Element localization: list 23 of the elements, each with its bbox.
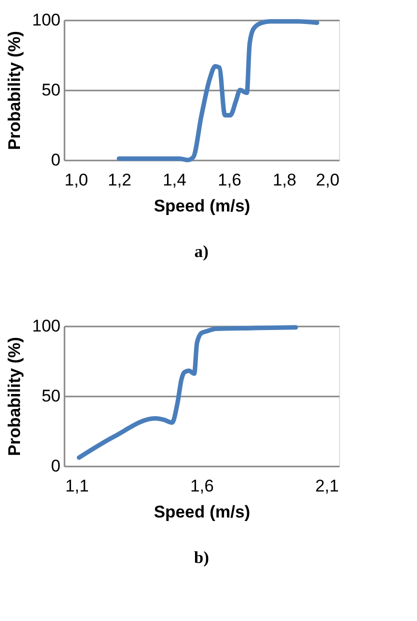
x-tick-label: 1,6 bbox=[190, 476, 214, 496]
x-tick-label: 2,0 bbox=[316, 170, 340, 190]
x-axis-title: Speed (m/s) bbox=[154, 502, 250, 522]
text: a) bbox=[194, 242, 209, 261]
y-tick-label: 50 bbox=[42, 80, 60, 100]
y-tick-label: 0 bbox=[51, 150, 60, 170]
x-tick-label: 1,0 bbox=[64, 170, 88, 190]
line-series bbox=[116, 19, 320, 162]
text: b) bbox=[194, 548, 210, 567]
y-axis-title: Probability (%) bbox=[5, 30, 24, 150]
x-tick-label: 1,8 bbox=[272, 170, 296, 190]
y-tick-label: 100 bbox=[32, 10, 60, 30]
y-tick-label: 0 bbox=[51, 456, 60, 476]
y-tick-label: 50 bbox=[42, 386, 60, 406]
y-tick-label: 100 bbox=[32, 316, 60, 336]
x-axis-title: Speed (m/s) bbox=[154, 196, 250, 216]
x-tick-label: 1,4 bbox=[162, 170, 186, 190]
y-axis-title: Probability (%) bbox=[5, 336, 24, 456]
line-series bbox=[76, 325, 298, 460]
x-tick-label: 1,1 bbox=[65, 476, 89, 496]
x-tick-label: 2,1 bbox=[315, 476, 339, 496]
x-tick-label: 1,2 bbox=[108, 170, 132, 190]
x-tick-label: 1,6 bbox=[218, 170, 242, 190]
